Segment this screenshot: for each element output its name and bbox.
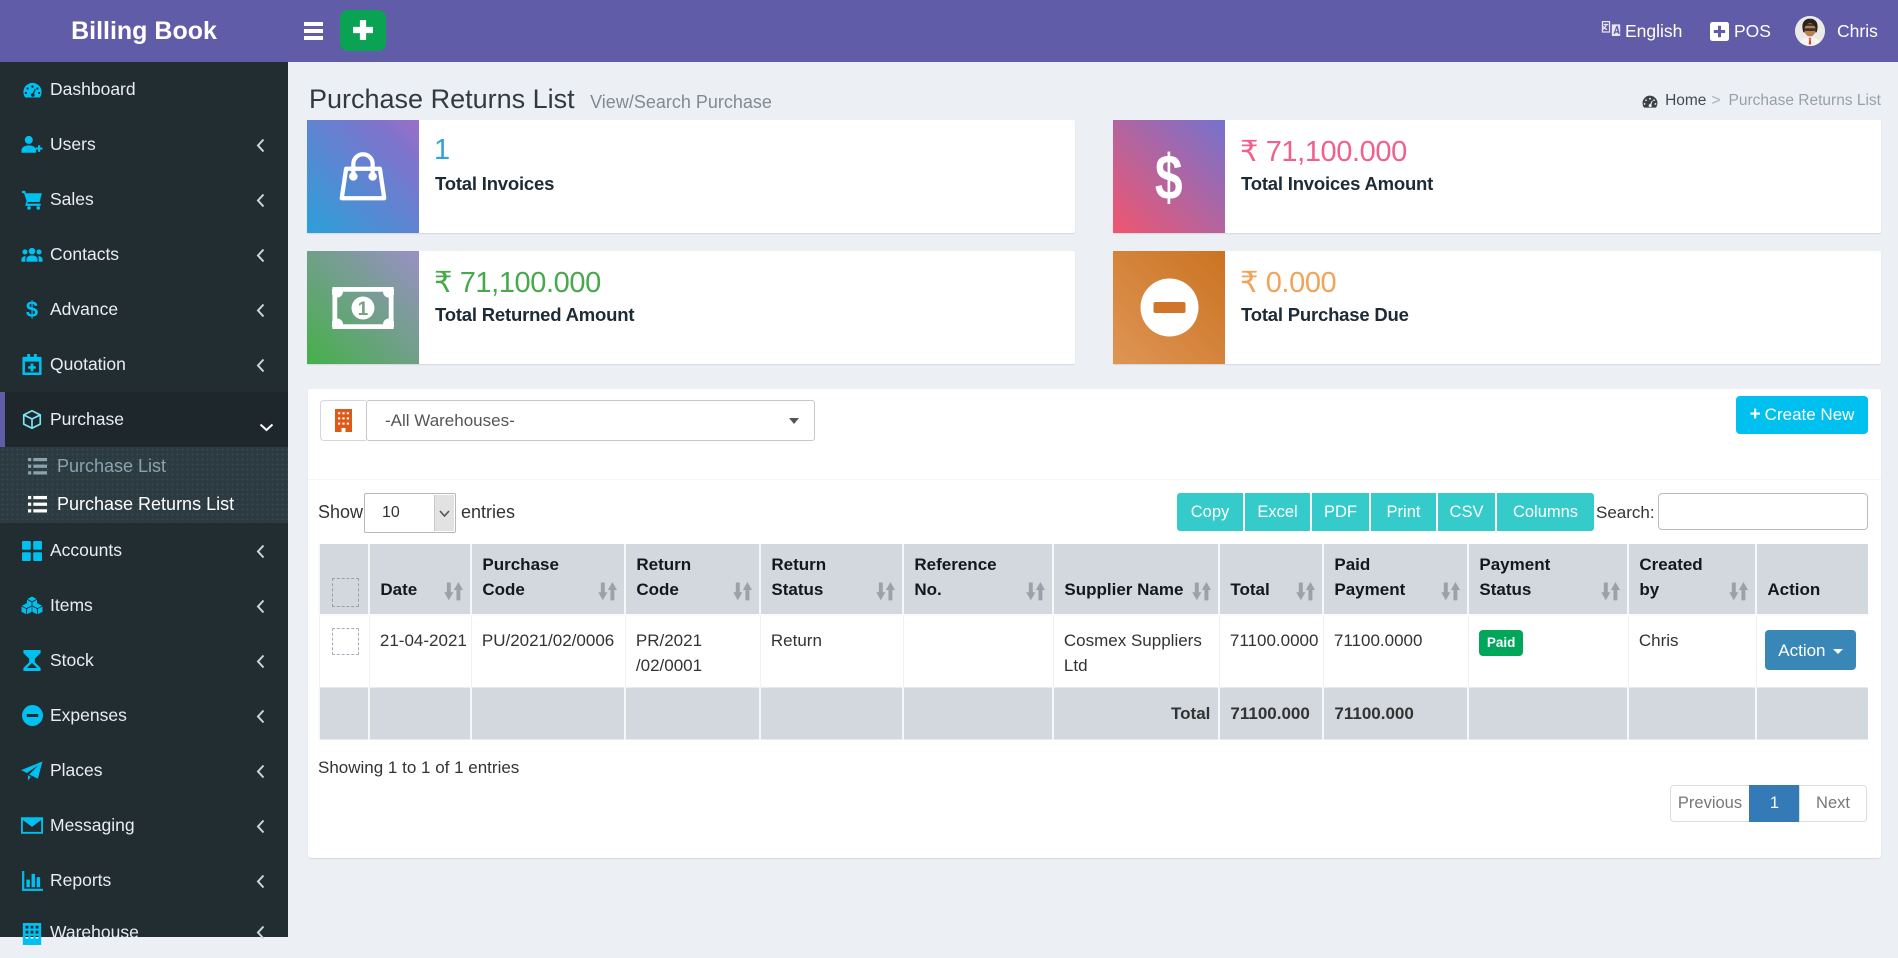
svg-text:1: 1 bbox=[358, 299, 369, 320]
